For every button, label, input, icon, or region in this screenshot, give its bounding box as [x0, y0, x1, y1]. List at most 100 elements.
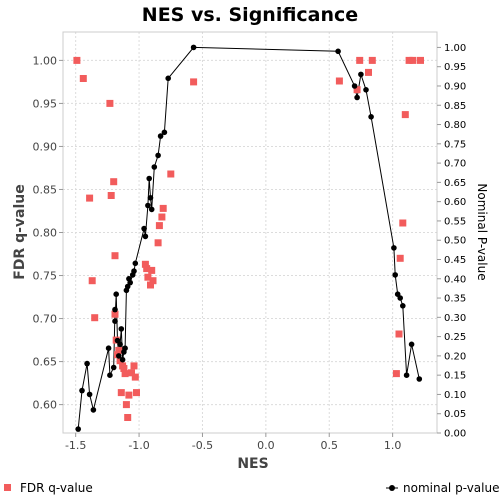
y2-tick-label: 0.45	[444, 255, 466, 266]
fdr-point	[167, 170, 175, 178]
fdr-point	[144, 273, 152, 281]
y2-tick-label: 0.60	[444, 197, 466, 208]
fdr-point	[117, 389, 125, 397]
y2-tick-label: 0.15	[444, 371, 466, 382]
grid-layer	[63, 32, 437, 433]
y-tick-label: 0.65	[33, 356, 58, 369]
y-tick-label: 0.75	[33, 270, 58, 283]
fdr-point	[401, 111, 409, 119]
fdr-point	[159, 204, 167, 212]
fdr-point	[88, 277, 96, 285]
nominal-p-value-point	[403, 372, 410, 379]
nominal-p-value-point	[151, 164, 158, 170]
fdr-point	[392, 370, 400, 378]
fdr-point	[111, 252, 119, 260]
nominal-p-value-point	[131, 268, 137, 274]
nominal-p-value-point	[145, 202, 151, 209]
fdr-point	[91, 314, 99, 322]
y2-tick-label: 0.95	[444, 62, 466, 73]
y2-tick-label: 0.50	[444, 236, 466, 247]
y2-tick-label: 0.70	[444, 159, 466, 170]
fdr-point	[155, 222, 163, 230]
fdr-point	[395, 330, 403, 338]
nominal-p-value-point	[354, 94, 360, 101]
nominal-p-value-point	[408, 341, 415, 348]
y2-tick-label: 0.75	[444, 139, 466, 150]
y2-tick-label: 0.65	[444, 178, 466, 189]
axes-layer: -1.5 -1.0 -0.5 0.0 0.5 1.0 0.60 0.65 0.70 0.75 0.8…	[33, 43, 467, 452]
y2-tick-label: 0.25	[444, 332, 466, 343]
fdr-point	[111, 310, 119, 318]
nominal-p-value-point	[157, 133, 164, 139]
fdr-point	[121, 370, 129, 378]
fdr-point	[106, 99, 114, 107]
nominal-p-value-point	[112, 318, 118, 325]
fdr-point	[154, 239, 162, 247]
chart-title: NES vs. Significance	[142, 4, 358, 26]
x-tick-label: 0.0	[257, 439, 275, 452]
fdr-point	[417, 56, 424, 64]
x-tick-label: 1.0	[384, 439, 402, 452]
nominal-p-value-point	[391, 245, 397, 251]
fdr-point	[368, 56, 376, 64]
nominal-p-value-point	[358, 71, 364, 78]
fdr-point	[405, 56, 413, 64]
y2-tick-label: 0.90	[444, 81, 466, 92]
y2-axis-label: Nominal P-value	[475, 183, 489, 280]
legend-p-marker	[389, 485, 395, 491]
fdr-point	[409, 56, 417, 64]
y-tick-label: 0.70	[33, 313, 58, 326]
y2-tick-label: 0.20	[444, 351, 466, 362]
fdr-point	[125, 391, 133, 399]
fdr-point	[335, 77, 343, 85]
nominal-p-value-point	[397, 295, 404, 301]
fdr-point	[399, 219, 407, 227]
legend-fdr-label: FDR q-value	[20, 481, 93, 495]
fdr-point	[73, 56, 81, 64]
fdr-point	[124, 414, 132, 421]
y-tick-label: 0.80	[33, 227, 58, 240]
fdr-point	[396, 254, 404, 262]
fdr-point	[353, 86, 361, 94]
x-axis-label: NES	[237, 456, 268, 472]
fdr-point	[122, 401, 130, 409]
y2-tick-label: 0.55	[444, 216, 466, 227]
nominal-p-value-point	[117, 341, 123, 348]
fdr-point	[86, 194, 94, 202]
nominal-p-value-point	[75, 426, 81, 432]
fdr-point	[143, 265, 151, 273]
fdr-point	[110, 178, 118, 186]
nominal-p-value-point	[132, 260, 139, 267]
nominal-p-value-point	[84, 360, 90, 367]
y2-tick-label: 0.30	[444, 313, 466, 324]
fdr-point	[79, 75, 87, 82]
fdr-point	[107, 192, 115, 199]
nominal-p-value-point	[190, 44, 197, 51]
y2-tick-label: 1.00	[444, 43, 466, 54]
nominal-p-value-point	[147, 195, 154, 201]
legend: FDR q-value nominal p-value	[4, 481, 499, 495]
y-tick-label: 0.95	[33, 97, 58, 110]
nominal-p-value-point	[105, 345, 112, 352]
y-tick-label: 0.90	[33, 140, 58, 153]
fdr-point	[158, 213, 166, 221]
nominal-p-value-point	[141, 225, 147, 232]
nominal-p-value-point	[122, 345, 128, 352]
nominal-p-value-point	[148, 206, 155, 213]
nominal-p-value-point	[155, 152, 161, 159]
fdr-point	[356, 56, 364, 64]
nominal-p-value-point	[400, 303, 406, 309]
fdr-point	[141, 260, 149, 268]
nominal-p-value-point	[363, 87, 369, 93]
fdr-point	[120, 365, 128, 372]
legend-fdr-marker	[4, 484, 11, 491]
fdr-point	[365, 68, 372, 76]
nominal-p-value-point	[86, 391, 93, 398]
nominal-p-value-point	[165, 75, 171, 82]
fdr-point	[115, 346, 123, 354]
x-tick-label: -1.5	[65, 439, 86, 452]
y-tick-label: 0.60	[33, 399, 58, 412]
nominal-p-value-point	[335, 48, 341, 55]
